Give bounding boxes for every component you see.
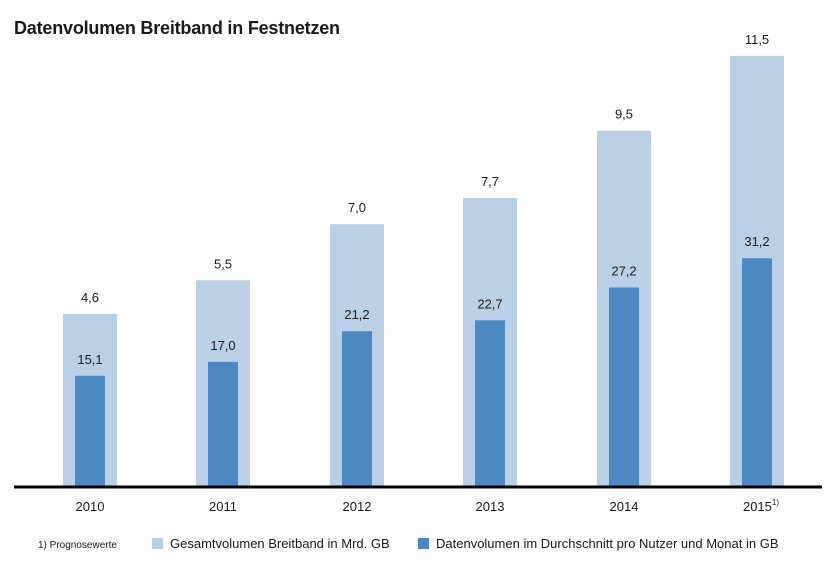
- x-tick-label-2012: 2012: [343, 499, 372, 514]
- legend-label-per-user-volume: Datenvolumen im Durchschnitt pro Nutzer …: [436, 536, 779, 551]
- bar-per-user-volume-2010: [75, 375, 105, 486]
- value-label-per-user-volume-2011: 17,0: [210, 338, 235, 353]
- value-label-per-user-volume-2012: 21,2: [344, 307, 369, 322]
- chart-title: Datenvolumen Breitband in Festnetzen: [14, 18, 340, 38]
- value-label-per-user-volume-2015: 31,2: [744, 234, 769, 249]
- value-label-per-user-volume-2010: 15,1: [77, 352, 102, 367]
- value-label-total-volume-2014: 9,5: [615, 107, 633, 122]
- per-user-volume-bars: [75, 258, 772, 486]
- legend-swatch-dark: [418, 538, 429, 549]
- bar-per-user-volume-2012: [342, 331, 372, 486]
- bar-per-user-volume-2013: [475, 320, 505, 486]
- value-labels: 4,6 15,1 5,5 17,0 7,0 21,2 7,7 22,7 9,5 27,2 11,5 3…: [77, 32, 769, 367]
- value-label-total-volume-2010: 4,6: [81, 290, 99, 305]
- value-label-total-volume-2011: 5,5: [214, 256, 232, 271]
- legend: 1) Prognosewerte Gesamtvolumen Breitband…: [0, 536, 827, 558]
- x-axis-ticks: 2010 2011 2012 2013 2014 20151): [76, 498, 780, 514]
- value-label-total-volume-2012: 7,0: [348, 200, 366, 215]
- legend-swatch-light: [152, 538, 163, 549]
- legend-item-total-volume: Gesamtvolumen Breitband in Mrd. GB: [152, 536, 390, 551]
- footnote: 1) Prognosewerte: [38, 540, 117, 551]
- total-volume-bars: [63, 55, 784, 487]
- x-tick-label-2014: 2014: [610, 499, 639, 514]
- value-label-total-volume-2013: 7,7: [481, 174, 499, 189]
- value-label-per-user-volume-2013: 22,7: [477, 296, 502, 311]
- x-tick-footnote-marker: 1): [772, 498, 779, 507]
- value-label-total-volume-2015: 11,5: [745, 32, 769, 47]
- bar-per-user-volume-2015: [742, 258, 772, 486]
- x-tick-label-2011: 2011: [209, 499, 237, 514]
- legend-label-total-volume: Gesamtvolumen Breitband in Mrd. GB: [170, 536, 390, 551]
- value-label-per-user-volume-2014: 27,2: [611, 263, 636, 278]
- x-tick-label-2015: 20151): [743, 498, 779, 514]
- bar-per-user-volume-2014: [609, 287, 639, 486]
- x-tick-label-2010: 2010: [76, 499, 105, 514]
- legend-item-per-user-volume: Datenvolumen im Durchschnitt pro Nutzer …: [418, 536, 779, 551]
- bar-per-user-volume-2011: [208, 361, 238, 486]
- x-tick-label-2013: 2013: [476, 499, 505, 514]
